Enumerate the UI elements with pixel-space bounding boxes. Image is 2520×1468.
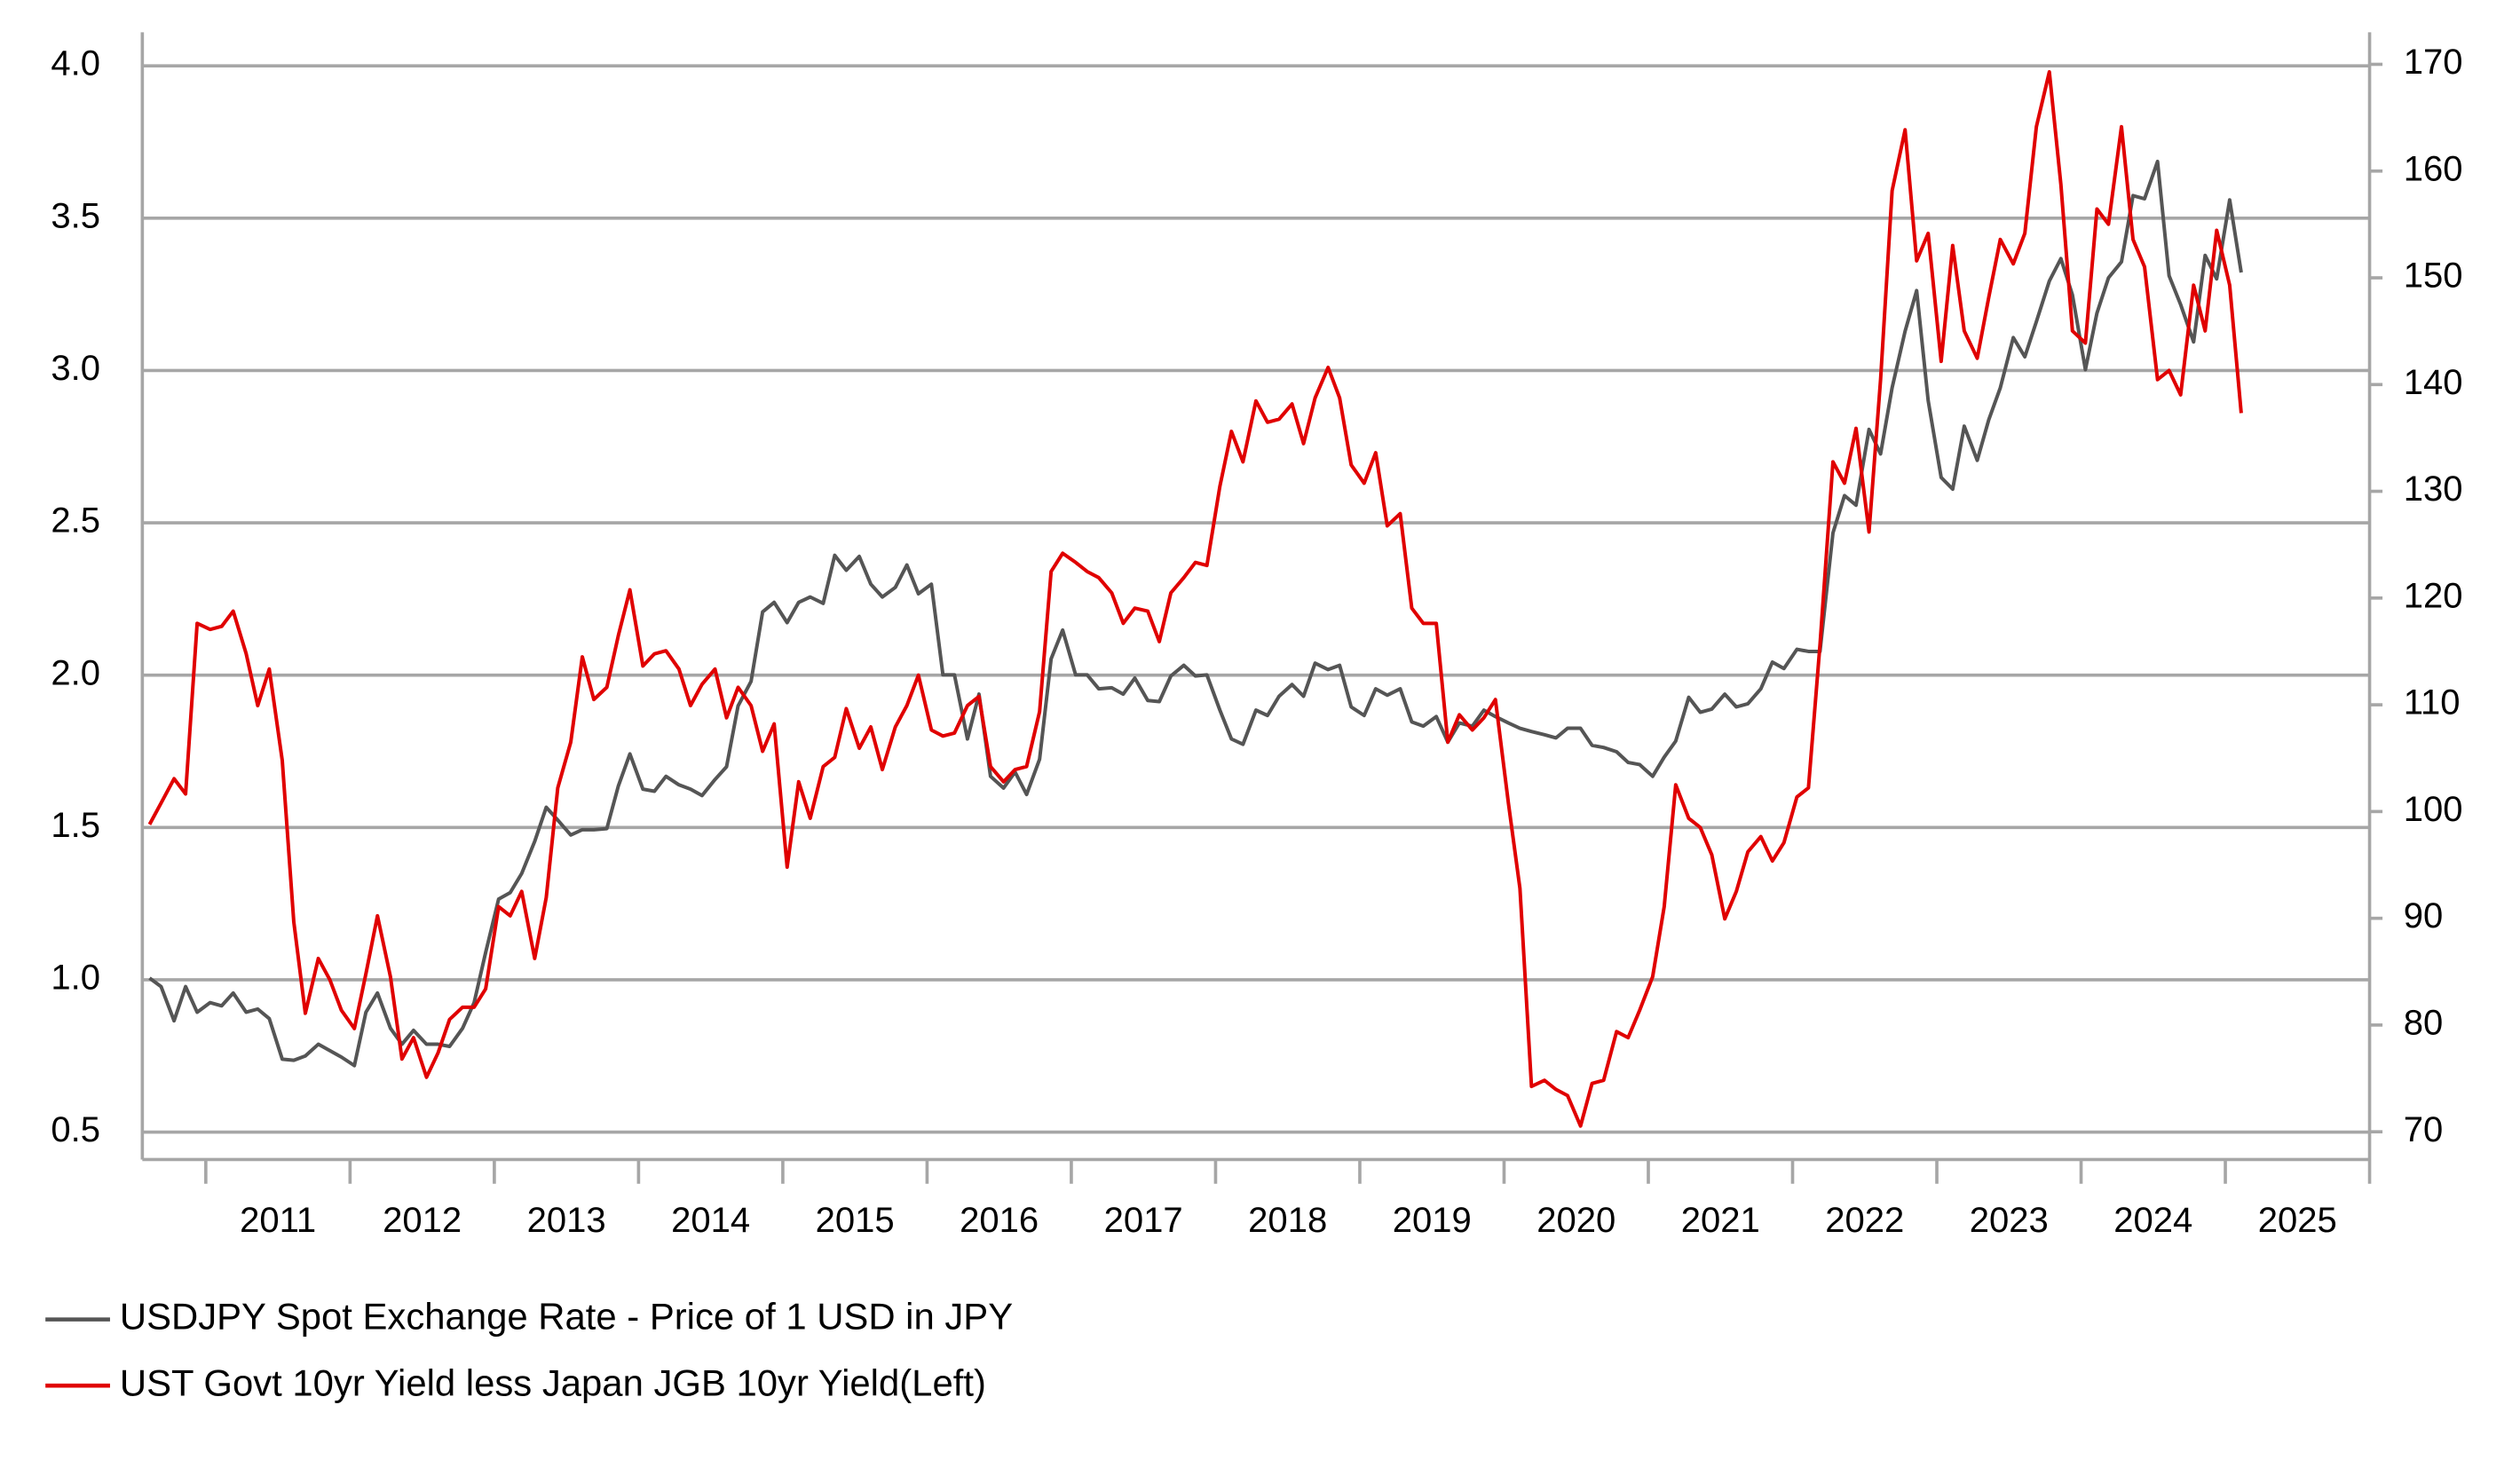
x-tick-label: 2024 xyxy=(2113,1201,2192,1240)
y-tick-label: 4.0 xyxy=(51,44,100,83)
x-tick-label: 2015 xyxy=(816,1201,895,1240)
x-tick-label: 2011 xyxy=(240,1201,316,1240)
y2-tick-label: 160 xyxy=(2404,149,2463,188)
y2-tick-label: 120 xyxy=(2404,576,2463,615)
x-tick-label: 2019 xyxy=(1393,1201,1472,1240)
x-tick-label: 2017 xyxy=(1104,1201,1183,1240)
y-tick-label: 0.5 xyxy=(51,1110,100,1149)
y-tick-label: 3.5 xyxy=(51,196,100,235)
y2-tick-label: 80 xyxy=(2404,1003,2444,1042)
series-line xyxy=(147,70,2243,1128)
axes xyxy=(140,32,2383,1184)
x-tick-label: 2013 xyxy=(527,1201,606,1240)
x-tick-label: 2025 xyxy=(2258,1201,2337,1240)
grid xyxy=(142,64,2370,1134)
series-lines xyxy=(147,70,2243,1128)
y-tick-label: 2.5 xyxy=(51,501,100,541)
x-tick-label: 2018 xyxy=(1248,1201,1327,1240)
x-tick-label: 2016 xyxy=(960,1201,1039,1240)
x-tick-label: 2023 xyxy=(1970,1201,2049,1240)
legend-label: UST Govt 10yr Yield less Japan JGB 10yr … xyxy=(120,1361,986,1403)
x-tick-label: 2014 xyxy=(671,1201,750,1240)
tick-labels: 0.5 1.0 1.5 2.0 2.5 3.0 3.5 4.0 70 80 90 100 110 120 1… xyxy=(51,43,2462,1240)
x-tick-label: 2012 xyxy=(383,1201,462,1240)
legend-label: USDJPY Spot Exchange Rate - Price of 1 U… xyxy=(120,1296,1013,1338)
y2-tick-label: 150 xyxy=(2404,257,2463,296)
y2-tick-label: 70 xyxy=(2404,1110,2444,1149)
y-tick-label: 1.0 xyxy=(51,959,100,998)
y2-tick-label: 170 xyxy=(2404,43,2463,82)
y-tick-label: 1.5 xyxy=(51,806,100,845)
y-tick-label: 2.0 xyxy=(51,653,100,692)
y2-tick-label: 130 xyxy=(2404,470,2463,509)
series-line xyxy=(148,159,2243,1068)
y-tick-label: 3.0 xyxy=(51,349,100,388)
y2-tick-label: 90 xyxy=(2404,896,2444,935)
x-tick-label: 2021 xyxy=(1681,1201,1760,1240)
x-tick-label: 2020 xyxy=(1536,1201,1615,1240)
y2-tick-label: 140 xyxy=(2404,363,2463,402)
x-tick-label: 2022 xyxy=(1825,1201,1904,1240)
y2-tick-label: 100 xyxy=(2404,790,2463,829)
legend: USDJPY Spot Exchange Rate - Price of 1 U… xyxy=(45,1296,1013,1403)
y2-tick-label: 110 xyxy=(2404,683,2461,722)
